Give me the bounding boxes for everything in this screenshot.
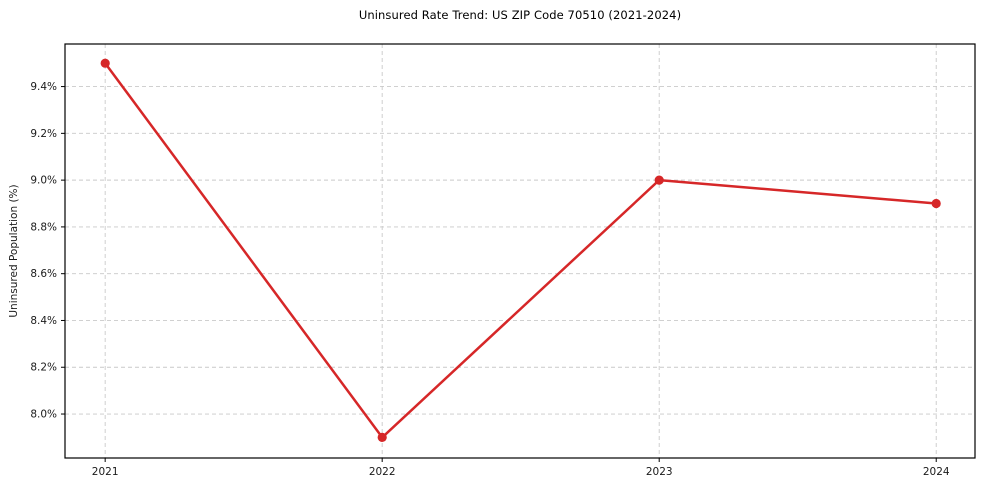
y-tick-label: 8.8%: [30, 221, 57, 233]
plot-border: [64, 43, 976, 459]
y-tick-label: 9.0%: [30, 175, 57, 187]
y-tick-label: 9.2%: [30, 128, 57, 140]
y-tick-label: 9.4%: [30, 81, 57, 93]
y-tick-label: 8.4%: [30, 315, 57, 327]
x-tick-label: 2022: [369, 466, 396, 478]
chart-title: Uninsured Rate Trend: US ZIP Code 70510 …: [358, 8, 682, 22]
data-point-2024: [931, 198, 941, 209]
trend-line: [103, 61, 938, 439]
data-point-2021: [100, 58, 110, 68]
x-tick-label: 2023: [646, 466, 673, 478]
y-tick-label: 8.6%: [30, 268, 57, 280]
y-tick-label: 8.2%: [30, 362, 57, 374]
x-tick-label: 2021: [92, 466, 119, 478]
data-point-2023: [654, 175, 664, 185]
y-tick-label: 8.0%: [30, 409, 57, 421]
x-tick-label: 2024: [923, 466, 950, 478]
data-point-2022: [377, 432, 387, 442]
